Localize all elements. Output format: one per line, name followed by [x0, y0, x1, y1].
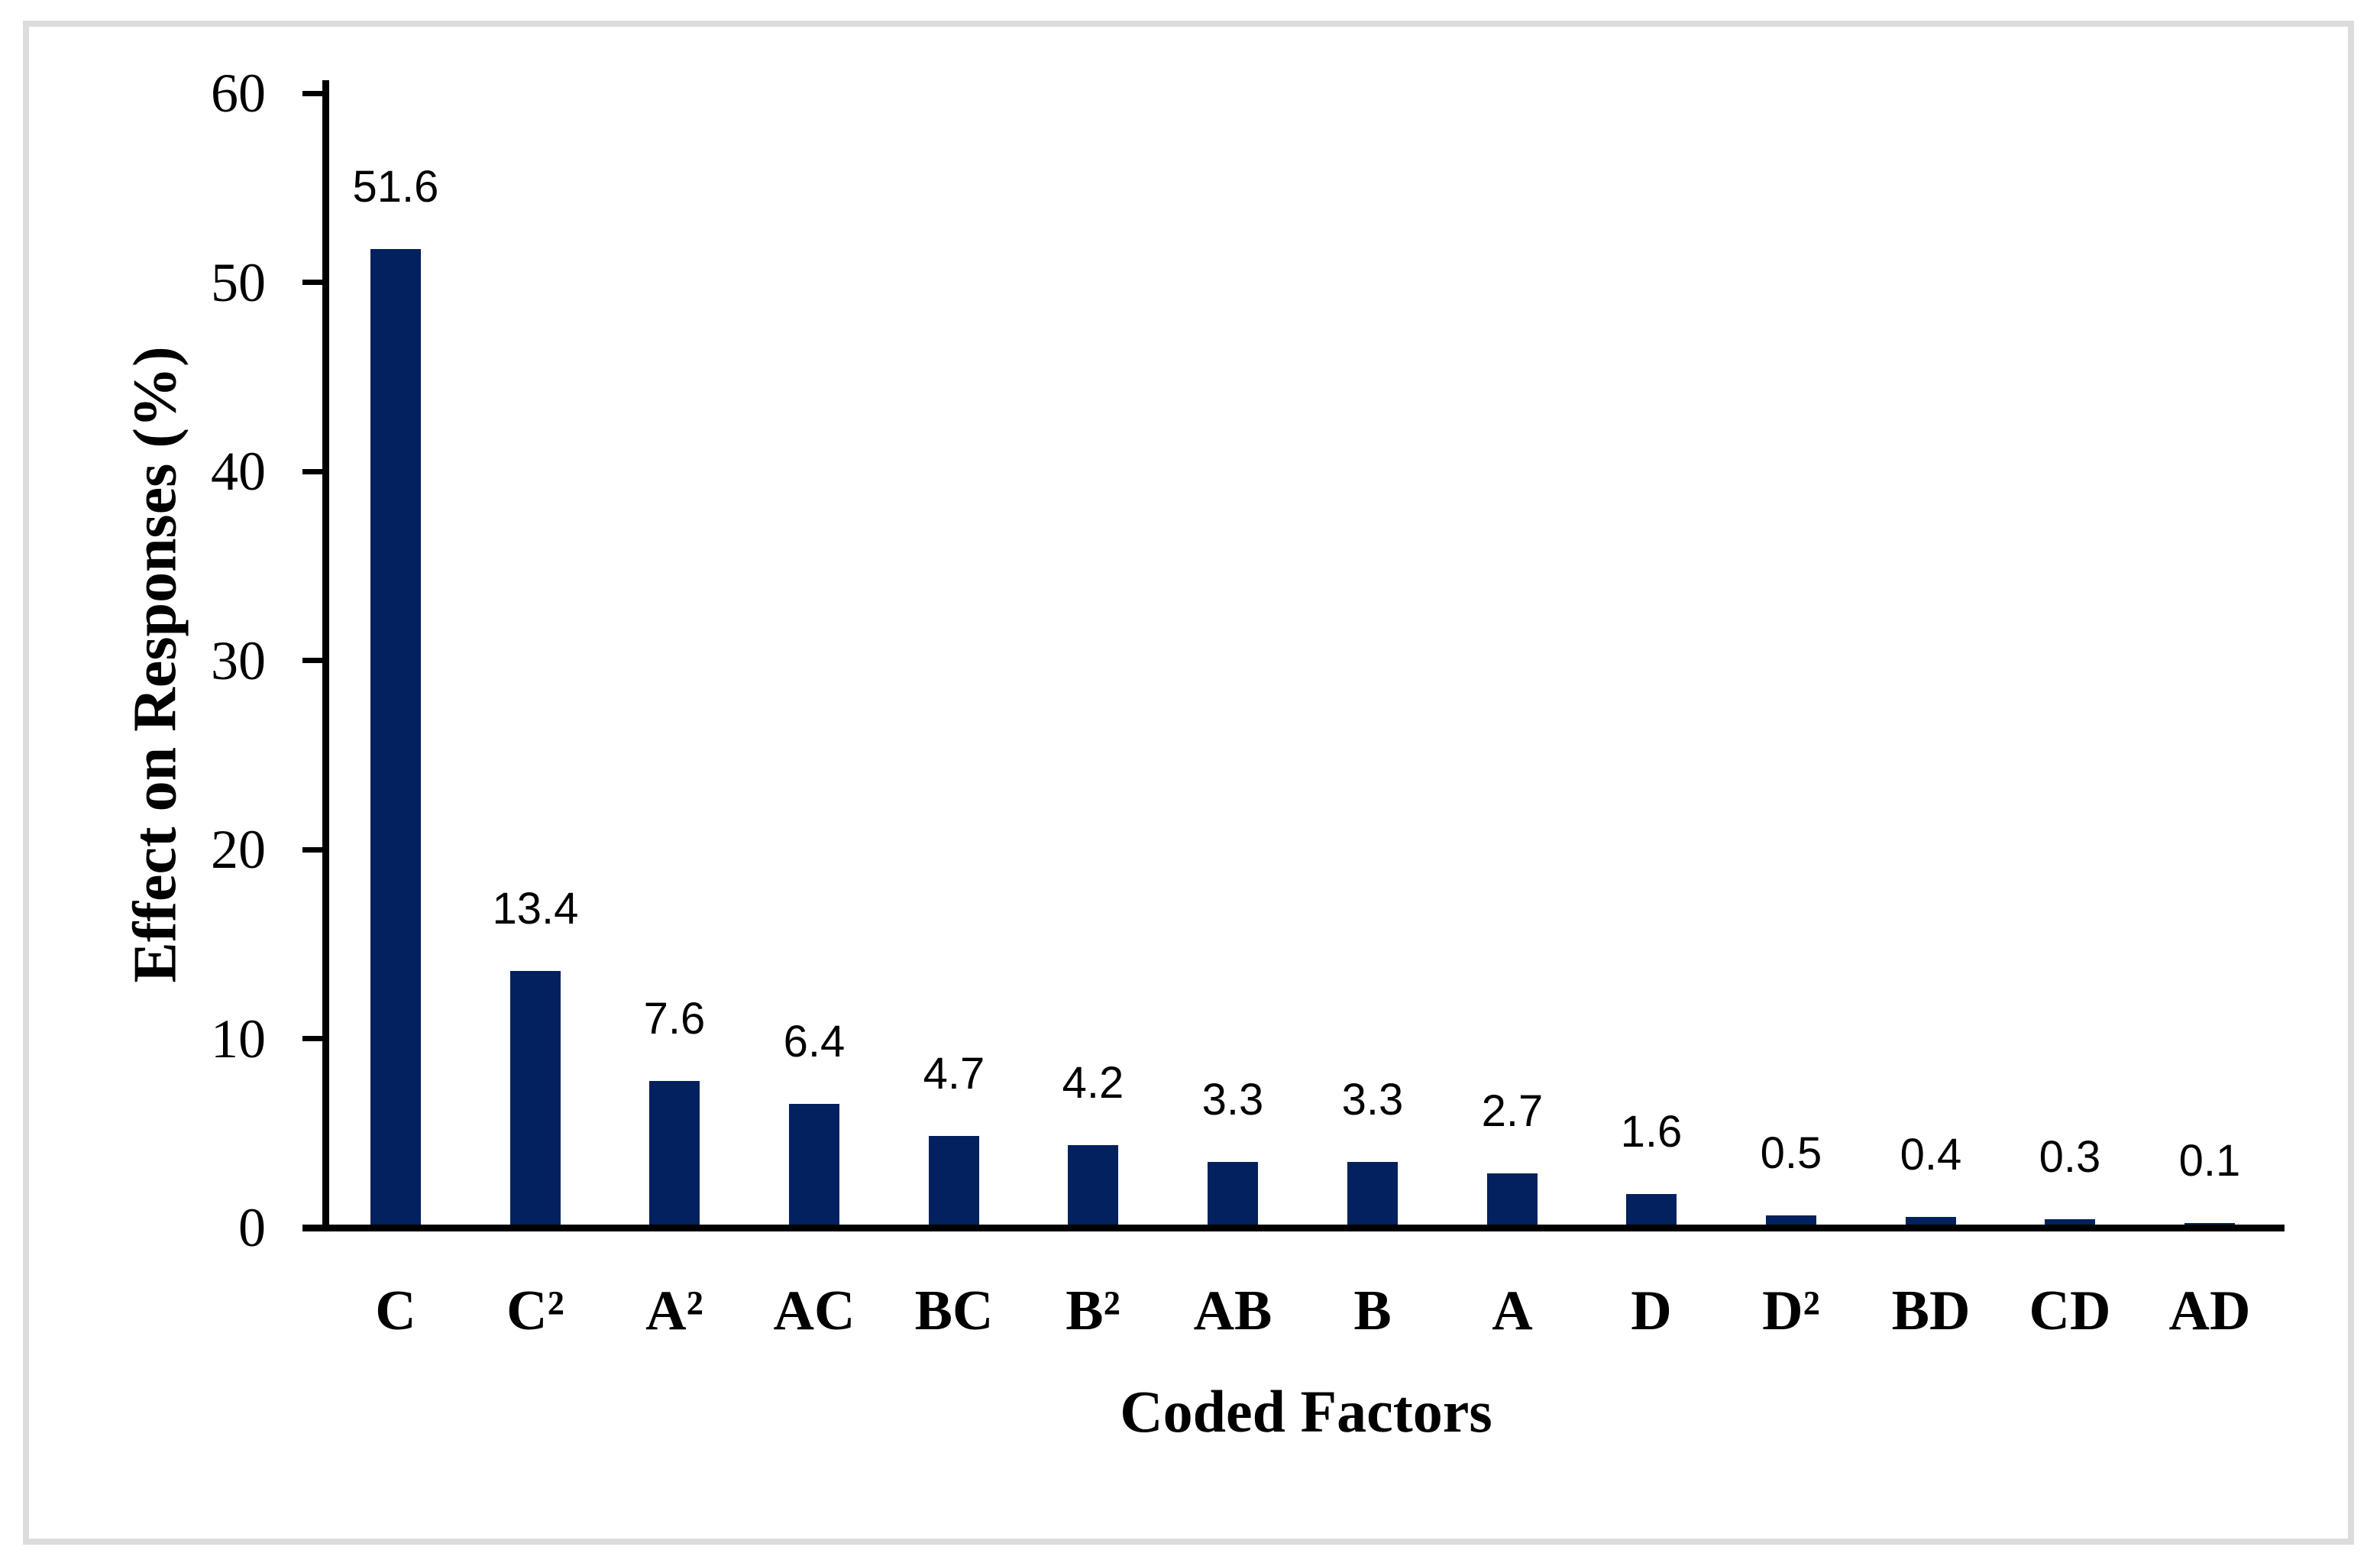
bar-CD	[2045, 1219, 2095, 1225]
y-tick-label: 20	[211, 819, 266, 880]
bar-BC	[929, 1136, 979, 1225]
x-axis-title: Coded Factors	[1120, 1378, 1492, 1445]
bar-C	[370, 249, 421, 1225]
bar-value-label: 51.6	[352, 162, 439, 212]
y-tick-label: 30	[211, 630, 266, 691]
y-tick-mark	[302, 91, 322, 96]
x-category-label: BD	[1891, 1280, 1971, 1342]
x-category-label: AB	[1193, 1280, 1272, 1342]
bar-value-label: 0.1	[2178, 1136, 2241, 1186]
bar-value-label: 2.7	[1481, 1086, 1544, 1136]
bar-value-label: 4.7	[923, 1049, 985, 1099]
bar-value-label: 7.6	[643, 994, 706, 1044]
bar-D²	[1766, 1215, 1816, 1225]
x-category-label: CD	[2029, 1280, 2111, 1342]
bar-C²	[510, 971, 561, 1225]
bar-B²	[1068, 1145, 1118, 1225]
x-category-label: BC	[914, 1280, 994, 1342]
x-category-label: D²	[1762, 1280, 1820, 1342]
x-category-label: C	[375, 1280, 416, 1342]
y-tick-mark	[302, 1036, 322, 1041]
y-tick-label: 50	[211, 252, 266, 313]
y-tick-mark	[302, 658, 322, 663]
bar-value-label: 3.3	[1341, 1075, 1404, 1125]
x-category-label: B²	[1066, 1280, 1120, 1342]
bar-A	[1487, 1173, 1538, 1225]
y-tick-mark	[302, 280, 322, 285]
bar-AD	[2184, 1223, 2235, 1225]
bar-AC	[789, 1104, 839, 1225]
bar-value-label: 6.4	[783, 1017, 846, 1066]
bar-value-label: 0.3	[2039, 1132, 2101, 1182]
x-category-label: AD	[2168, 1280, 2251, 1342]
x-category-label: C²	[506, 1280, 564, 1342]
y-tick-label: 0	[238, 1197, 266, 1258]
bar-value-label: 4.2	[1062, 1058, 1124, 1108]
bar-value-label: 3.3	[1201, 1075, 1264, 1125]
bar-value-label: 0.4	[1900, 1130, 1962, 1180]
y-tick-label: 10	[211, 1008, 266, 1070]
x-category-label: D	[1631, 1280, 1672, 1342]
bar-AB	[1208, 1162, 1258, 1225]
y-tick-mark	[302, 847, 322, 853]
y-tick-mark	[302, 1225, 322, 1231]
bar-B	[1347, 1162, 1398, 1225]
bar-D	[1626, 1194, 1677, 1225]
bar-A²	[649, 1081, 700, 1225]
x-axis-line	[322, 1225, 2285, 1231]
x-category-label: B	[1353, 1280, 1392, 1342]
y-tick-mark	[302, 469, 322, 474]
bar-value-label: 0.5	[1760, 1128, 1822, 1178]
x-category-label: A	[1492, 1280, 1533, 1342]
y-axis-line	[322, 80, 329, 1231]
bar-BD	[1906, 1217, 1956, 1225]
bar-value-label: 13.4	[492, 884, 579, 934]
bar-value-label: 1.6	[1620, 1107, 1683, 1157]
y-tick-label: 60	[211, 63, 266, 124]
x-category-label: AC	[773, 1280, 855, 1342]
y-tick-label: 40	[211, 441, 266, 502]
x-category-label: A²	[645, 1280, 703, 1342]
